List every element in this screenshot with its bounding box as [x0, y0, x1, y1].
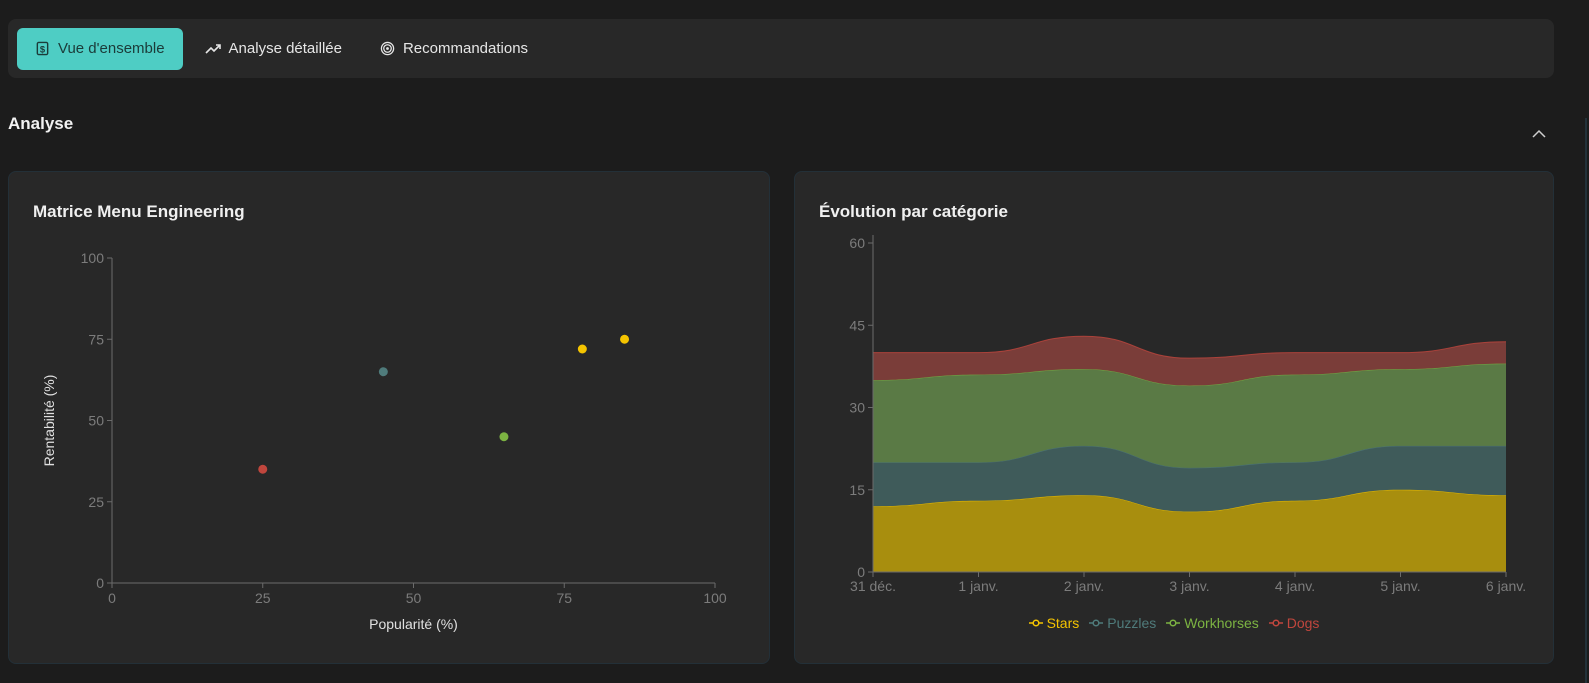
- area-workhorses: [873, 363, 1506, 468]
- x-axis-label: Popularité (%): [369, 616, 458, 632]
- x-tick-label: 50: [406, 590, 422, 606]
- tab-recommendations[interactable]: Recommandations: [364, 28, 544, 70]
- line-dogs: [872, 335, 1507, 359]
- y-axis-label: Rentabilité (%): [41, 375, 57, 467]
- legend-label: Workhorses: [1184, 615, 1259, 631]
- legend-item-puzzles[interactable]: Puzzles: [1089, 615, 1156, 631]
- dollar-icon: $: [35, 41, 50, 56]
- scatter-point: [378, 367, 388, 377]
- tab-overview[interactable]: $ Vue d'ensemble: [17, 27, 183, 70]
- y-tick-label: 100: [81, 250, 105, 266]
- x-tick-label: 4 janv.: [1275, 578, 1315, 594]
- x-tick-label: 100: [703, 590, 727, 606]
- tab-recommendations-label: Recommandations: [402, 40, 529, 57]
- x-tick-label: 5 janv.: [1380, 578, 1420, 594]
- chart-legend: Stars Puzzles Workhorses Dogs: [795, 615, 1553, 631]
- y-tick-label: 30: [849, 400, 865, 416]
- legend-item-stars[interactable]: Stars: [1028, 615, 1080, 631]
- scatter-point: [577, 344, 587, 354]
- y-tick-label: 25: [88, 494, 104, 510]
- x-tick-label: 31 déc.: [850, 578, 896, 594]
- scatter-title: Matrice Menu Engineering: [33, 202, 245, 221]
- y-tick-label: 0: [96, 575, 104, 591]
- area-title: Évolution par catégorie: [819, 202, 1008, 221]
- y-tick-label: 75: [88, 331, 104, 347]
- legend-marker-icon: [1028, 619, 1043, 627]
- y-tick-label: 45: [849, 317, 865, 333]
- area-card: Évolution par catégorie 0 15 30 45 60 31 déc.…: [794, 171, 1554, 664]
- y-tick-label: 60: [849, 235, 865, 251]
- scatter-point: [620, 334, 630, 344]
- legend-label: Dogs: [1286, 615, 1320, 631]
- legend-label: Puzzles: [1107, 615, 1157, 631]
- legend-item-workhorses[interactable]: Workhorses: [1166, 615, 1259, 631]
- area-dogs: [873, 336, 1506, 386]
- x-tick-label: 0: [108, 590, 116, 606]
- tab-bar: $ Vue d'ensemble Analyse détaillée Recom…: [8, 19, 1554, 78]
- legend-marker-icon: [1268, 619, 1283, 627]
- scatter-chart: 0 25 50 75 100 0 25 50 75 100 Popularité (%) Rentab…: [41, 250, 727, 632]
- trending-up-icon: [204, 42, 221, 56]
- y-tick-label: 15: [849, 482, 865, 498]
- scatter-point: [258, 464, 268, 474]
- y-tick-label: 50: [88, 413, 104, 429]
- x-tick-label: 2 janv.: [1064, 578, 1104, 594]
- tab-overview-label: Vue d'ensemble: [58, 40, 165, 57]
- tab-detailed-analysis-label: Analyse détaillée: [228, 40, 342, 57]
- line-workhorses: [872, 363, 1507, 387]
- svg-text:$: $: [40, 44, 46, 54]
- target-icon: [380, 41, 395, 56]
- legend-marker-icon: [1166, 619, 1181, 627]
- y-tick-label: 0: [857, 564, 865, 580]
- legend-item-dogs[interactable]: Dogs: [1268, 615, 1320, 631]
- area-stars: [873, 489, 1506, 572]
- legend-marker-icon: [1089, 619, 1104, 627]
- side-divider: [1585, 118, 1587, 683]
- chevron-up-icon[interactable]: [1528, 122, 1550, 144]
- section-title: Analyse: [8, 114, 74, 133]
- area-puzzles: [873, 445, 1506, 512]
- tab-detailed-analysis[interactable]: Analyse détaillée: [189, 28, 358, 70]
- x-tick-label: 25: [255, 590, 271, 606]
- x-tick-label: 6 janv.: [1486, 578, 1526, 594]
- x-tick-label: 75: [556, 590, 572, 606]
- scatter-card: Matrice Menu Engineering 0 25 50 75 100 0 25 50…: [8, 171, 770, 664]
- legend-label: Stars: [1046, 615, 1080, 631]
- x-tick-label: 1 janv.: [958, 578, 998, 594]
- area-chart: 0 15 30 45 60 31 déc. 1 janv. 2 janv. 3 janv. 4 j…: [849, 235, 1526, 594]
- scatter-point: [499, 432, 509, 442]
- x-tick-label: 3 janv.: [1169, 578, 1209, 594]
